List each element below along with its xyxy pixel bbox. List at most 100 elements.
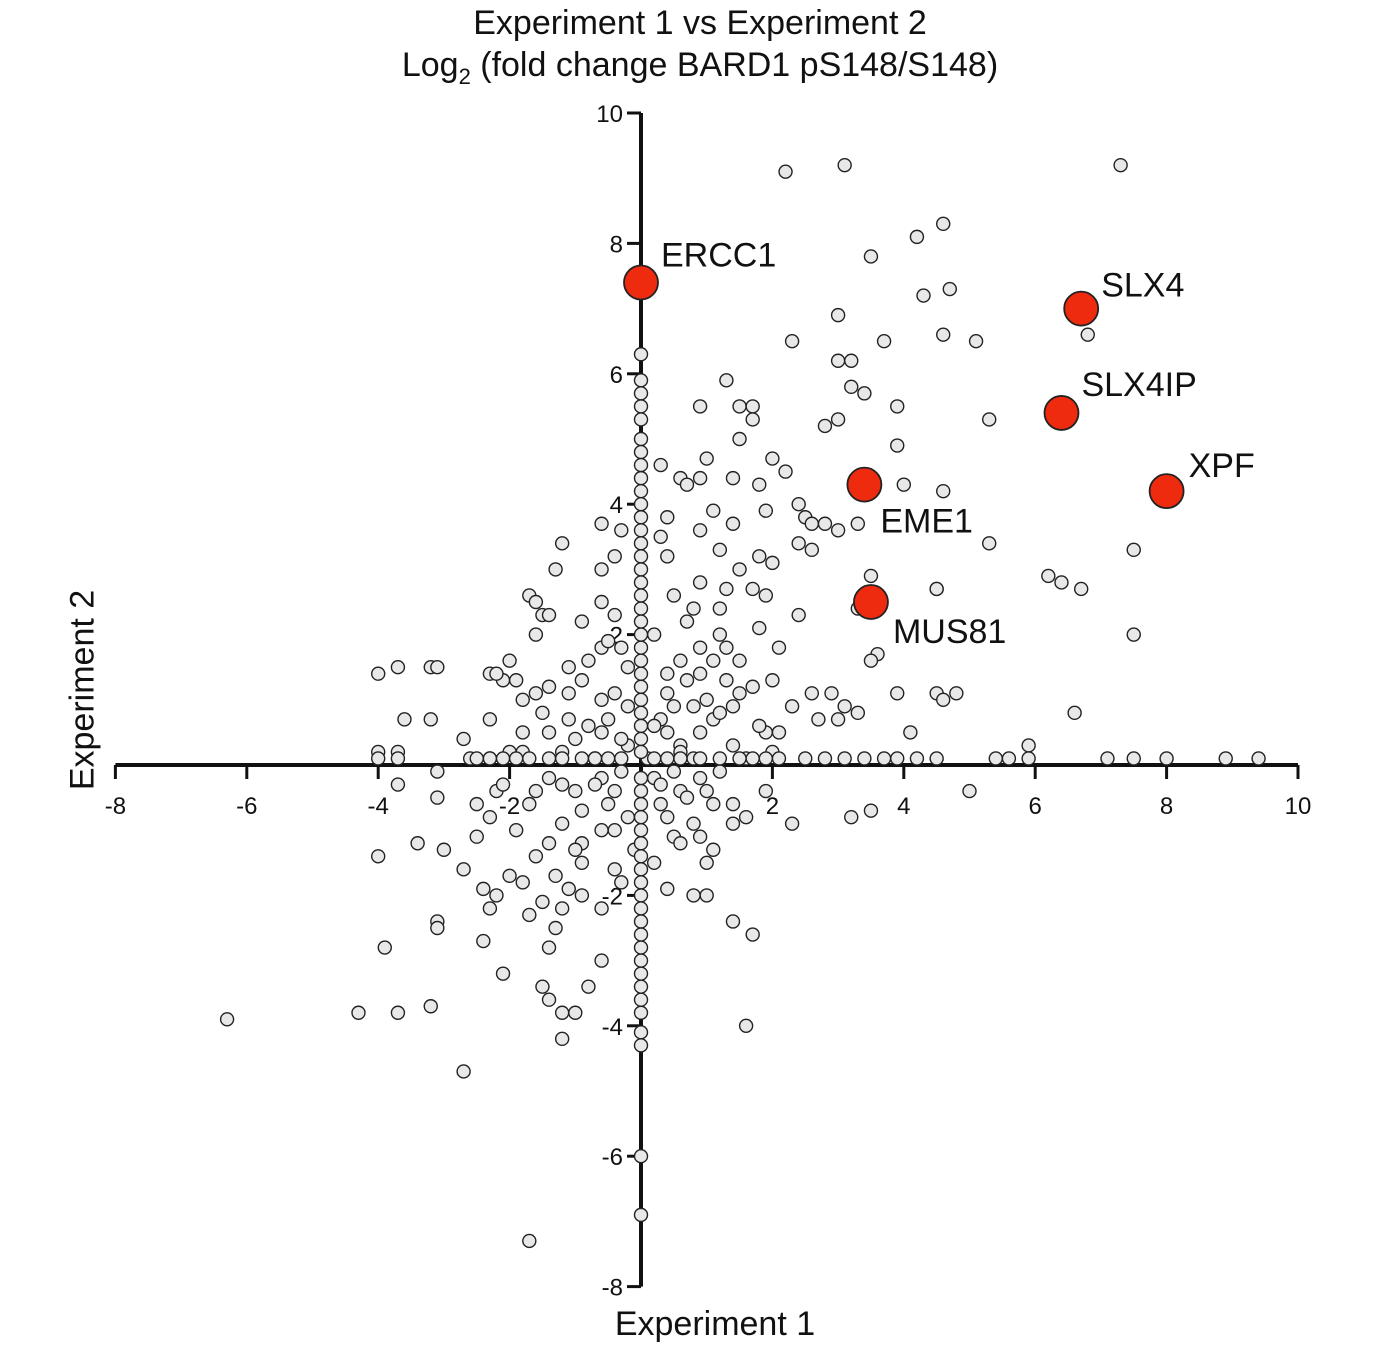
data-point: [732, 431, 747, 447]
data-point: [725, 699, 741, 714]
data-point: [844, 353, 859, 368]
data-point: [633, 849, 649, 864]
data-point: [633, 940, 649, 955]
highlight-point-xpf: [1148, 473, 1185, 510]
data-point: [830, 307, 846, 323]
data-point: [850, 516, 866, 531]
data-point: [495, 751, 511, 766]
data-point: [1126, 751, 1141, 766]
data-point: [482, 901, 498, 916]
data-point: [430, 920, 445, 936]
subtitle-prefix: Log: [401, 46, 459, 84]
highlight-points: ERCC1 SLX4 SLX4IP XPF EME1 MUS81: [623, 237, 1255, 651]
data-point: [528, 594, 544, 610]
data-point: [1073, 581, 1089, 597]
data-point: [830, 412, 846, 427]
data-point: [936, 483, 951, 499]
data-point: [594, 953, 609, 968]
data-point: [614, 875, 629, 890]
highlight-point-slx4ip: [1043, 395, 1080, 431]
data-point: [607, 862, 622, 877]
x-tick-label: 10: [1285, 793, 1312, 820]
data-point: [660, 809, 675, 825]
data-point: [1126, 627, 1141, 642]
data-point: [646, 751, 662, 766]
data-point: [1113, 157, 1128, 173]
point-label-slx4ip: SLX4IP: [1081, 366, 1196, 404]
data-point: [699, 855, 714, 870]
data-point: [574, 855, 590, 870]
data-point: [633, 744, 649, 760]
data-point: [798, 751, 813, 766]
y-tick-label: -6: [602, 1144, 623, 1171]
data-point: [745, 399, 760, 414]
y-axis-label: Experiment 2: [63, 589, 102, 791]
data-point: [522, 751, 537, 766]
data-point: [390, 777, 406, 792]
data-point: [752, 477, 767, 492]
data-point: [804, 686, 820, 701]
point-label-slx4: SLX4: [1101, 267, 1184, 305]
data-point: [561, 881, 576, 897]
data-point: [732, 399, 747, 414]
data-point: [863, 249, 879, 264]
data-point: [692, 829, 708, 844]
data-point: [863, 653, 879, 668]
data-point: [574, 803, 590, 818]
data-point: [692, 640, 708, 655]
highlight-point-ercc1: [623, 264, 659, 301]
data-point: [758, 588, 774, 603]
data-point: [725, 738, 741, 753]
chart-subtitle: Log2 (fold change BARD1 pS148/S148): [0, 45, 1400, 88]
x-tick-label: 8: [1160, 793, 1173, 820]
data-point: [554, 536, 570, 551]
data-point: [581, 653, 596, 668]
data-point: [699, 783, 714, 799]
data-point: [633, 731, 649, 747]
data-point: [430, 764, 445, 779]
data-point: [600, 796, 616, 812]
data-point: [495, 966, 511, 981]
data-point: [949, 686, 964, 701]
data-point: [725, 470, 741, 486]
data-point: [916, 288, 931, 303]
data-point: [890, 399, 905, 414]
data-point: [607, 783, 622, 799]
data-point: [653, 529, 668, 544]
data-point: [561, 686, 576, 701]
data-point: [719, 373, 734, 388]
data-point: [745, 412, 760, 427]
y-tick-label: 8: [610, 231, 623, 258]
data-point: [541, 725, 557, 740]
data-point: [633, 588, 649, 603]
data-point: [633, 875, 649, 890]
data-point: [876, 334, 892, 349]
data-point: [699, 692, 714, 707]
data-point: [791, 497, 806, 512]
data-point: [620, 809, 636, 825]
data-point: [660, 725, 675, 740]
data-point: [371, 849, 386, 864]
data-point: [712, 601, 728, 616]
data-point: [719, 581, 734, 597]
data-point: [633, 497, 649, 512]
data-point: [633, 562, 649, 577]
data-point: [745, 679, 760, 694]
data-point: [653, 777, 668, 792]
data-point: [896, 477, 911, 492]
data-point: [219, 1012, 235, 1027]
data-point: [1251, 751, 1266, 766]
data-point: [982, 536, 997, 551]
data-point: [574, 751, 590, 766]
data-point: [600, 633, 616, 649]
data-point: [1021, 738, 1036, 753]
data-point: [646, 855, 662, 870]
data-point: [1041, 568, 1056, 584]
data-point: [653, 457, 668, 473]
data-point: [633, 536, 649, 551]
data-point: [633, 347, 649, 362]
data-point: [679, 477, 695, 492]
data-point: [607, 549, 622, 564]
data-point: [476, 933, 491, 949]
subtitle-subscript: 2: [458, 64, 471, 89]
